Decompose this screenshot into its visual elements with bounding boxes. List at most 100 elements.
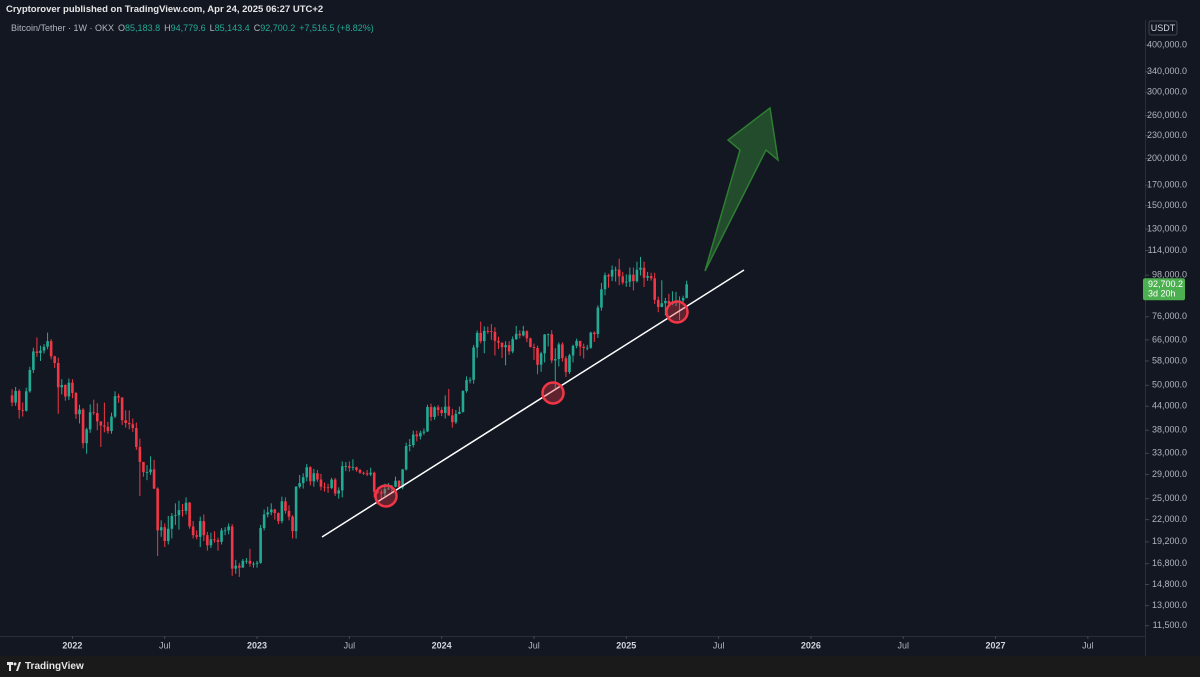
candle-body [74, 392, 78, 415]
change: +7,516.5 (+8.82%) [299, 23, 374, 33]
candle-body [660, 303, 664, 307]
candle-body [298, 483, 301, 487]
ohlc-key: L [209, 23, 215, 33]
candle-body [539, 353, 543, 365]
candle-body [621, 276, 625, 283]
candle-body [561, 344, 564, 359]
candle-body [514, 333, 518, 340]
candle-body [234, 565, 238, 569]
candle-body [309, 467, 312, 482]
candle-body [135, 428, 138, 447]
candle-body [202, 521, 206, 536]
candle-body [291, 516, 294, 532]
candle-body [401, 469, 404, 488]
candle-body [603, 275, 607, 290]
publisher: Cryptorover published on TradingView.com… [6, 4, 324, 15]
x-tick-label: 2022 [62, 640, 82, 650]
candle-body [664, 301, 667, 304]
candle-body [628, 274, 632, 282]
y-tick-label: 230,000.0 [1147, 130, 1187, 140]
candle-body [362, 472, 365, 474]
candle-body [326, 487, 330, 489]
candle-body [593, 332, 596, 335]
candle-body [387, 488, 390, 490]
candle-body [166, 528, 170, 542]
price-tag-countdown: 3d 20h [1148, 289, 1176, 299]
candle-body [110, 416, 113, 432]
candle-body [170, 515, 174, 529]
x-tick-label: 2024 [432, 640, 452, 650]
candle-body [195, 535, 198, 537]
candle-body [490, 331, 493, 332]
candle-body [103, 425, 106, 427]
candle-body [177, 510, 181, 516]
candle-body [10, 395, 14, 403]
y-tick-label: 400,000.0 [1147, 39, 1187, 49]
candle-body [518, 333, 522, 336]
candle-body [159, 527, 163, 531]
candle-body [351, 467, 355, 469]
candle-body [422, 431, 426, 433]
candle-body [415, 434, 419, 437]
candle-body [380, 492, 383, 494]
candle-body [273, 509, 277, 514]
ohlc-key: C [253, 23, 261, 33]
candle-body [411, 434, 415, 446]
y-tick-label: 19,200.0 [1152, 536, 1187, 546]
target-arrow [704, 106, 780, 272]
candle-body [458, 411, 461, 414]
candle-body [181, 510, 184, 512]
plot-area [0, 20, 1145, 636]
candle-body [319, 479, 323, 487]
ohlc-value: 94,779.6 [170, 23, 206, 33]
candle-body [92, 412, 96, 414]
candle-body [230, 526, 234, 569]
y-tick-label: 16,800.0 [1152, 558, 1187, 568]
y-tick-label: 150,000.0 [1147, 200, 1187, 210]
candle-body [632, 274, 635, 282]
candle-body [607, 275, 610, 277]
candle-body [472, 347, 475, 380]
candle-body [191, 526, 195, 536]
candle-body [600, 289, 603, 308]
candle-body [546, 334, 550, 336]
candle-body [237, 565, 241, 568]
trend-line [321, 269, 745, 538]
y-tick-label: 29,000.0 [1152, 469, 1187, 479]
x-tick-label: 2025 [616, 640, 636, 650]
x-tick-label: Jul [1082, 640, 1094, 650]
candle-body [653, 278, 656, 300]
symbol: Bitcoin/Tether · 1W · OKX [11, 23, 115, 33]
y-tick-label: 300,000.0 [1147, 87, 1187, 97]
candle-body [241, 560, 245, 568]
candle-body [497, 340, 500, 343]
candle-body [486, 330, 490, 332]
candle-body [35, 351, 39, 354]
candle-body [355, 467, 358, 470]
x-tick-label: Jul [344, 640, 356, 650]
x-tick-label: Jul [159, 640, 171, 650]
candle-body [301, 477, 305, 484]
candle-body [213, 539, 216, 541]
x-tick-label: Jul [897, 640, 909, 650]
candle-body [227, 526, 230, 531]
candle-body [433, 407, 436, 417]
candle-body [39, 350, 42, 354]
candle-body [245, 560, 248, 562]
touch-circle [541, 381, 565, 405]
candle-body [266, 512, 269, 515]
candle-body [571, 345, 575, 356]
candle-body [294, 486, 298, 532]
candle-body [461, 390, 465, 412]
candle-body [564, 358, 568, 373]
candle-body [500, 342, 504, 348]
candle-body [532, 346, 536, 349]
candle-body [120, 397, 124, 421]
y-tick-label: 58,000.0 [1152, 355, 1187, 365]
candle-body [365, 473, 369, 475]
candle-body [223, 530, 227, 532]
candle-body [280, 501, 284, 522]
ohlc-value: 85,183.8 [125, 23, 161, 33]
candle-body [348, 466, 351, 468]
